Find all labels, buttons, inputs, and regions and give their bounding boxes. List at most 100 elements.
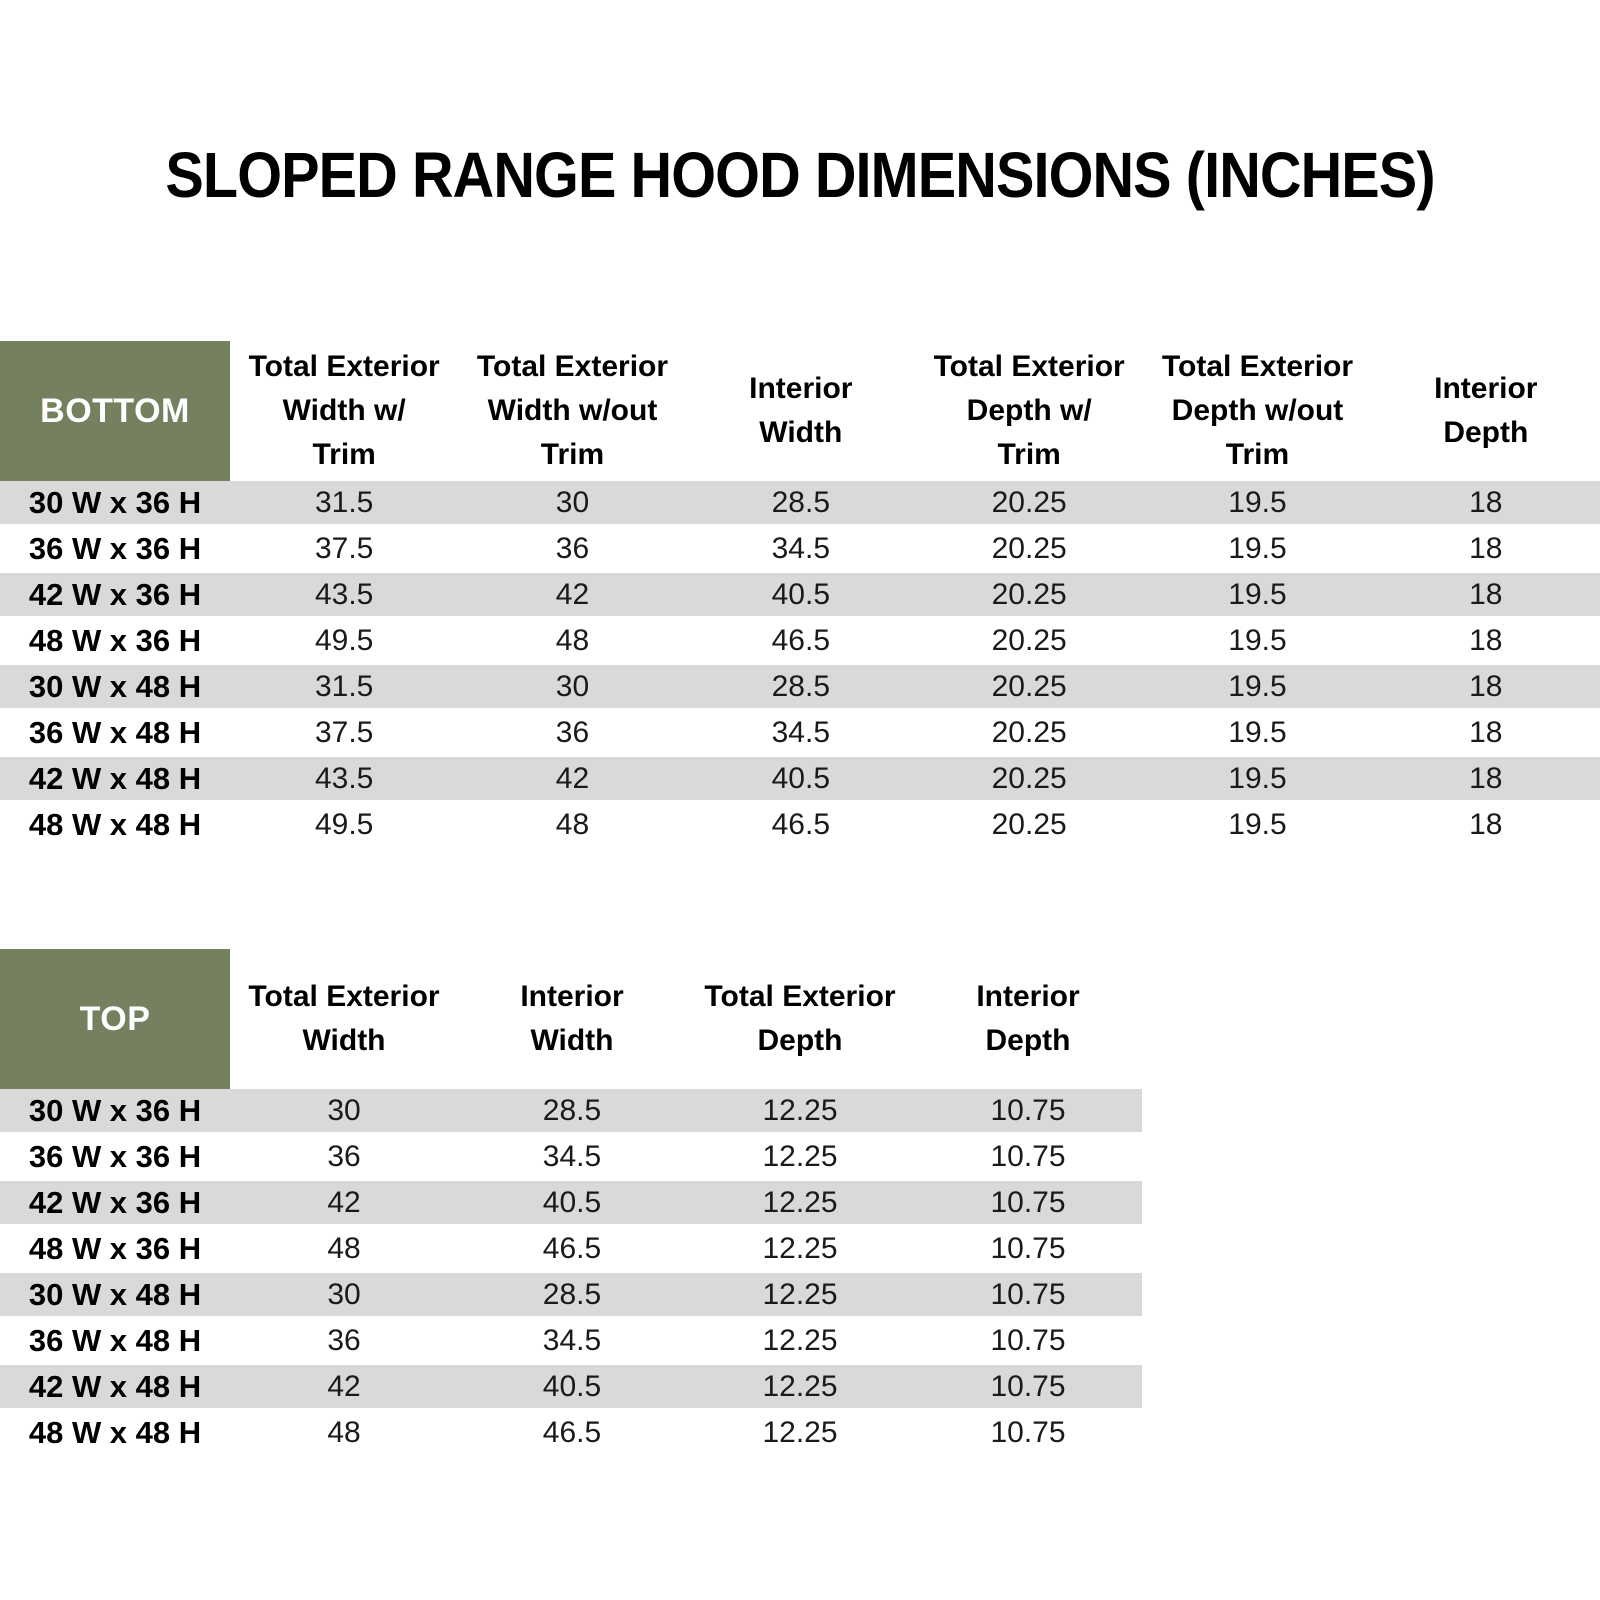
cell-value: 36 bbox=[555, 531, 590, 565]
cell-value: 12.25 bbox=[762, 1369, 838, 1403]
cell-value: 37.5 bbox=[314, 715, 374, 749]
column-header-interior-width: Interior Width bbox=[749, 372, 853, 449]
cell-value: 18 bbox=[1469, 623, 1503, 657]
row-label: 42 W x 48 H bbox=[28, 1368, 202, 1404]
cell-value: 20.25 bbox=[991, 669, 1067, 703]
cell-value: 49.5 bbox=[314, 807, 374, 841]
cell-value: 48 bbox=[555, 807, 590, 841]
cell-value: 12.25 bbox=[762, 1185, 838, 1219]
row-label: 30 W x 36 H bbox=[28, 484, 202, 520]
cell-value: 10.75 bbox=[990, 1185, 1066, 1219]
cell-value: 12.25 bbox=[762, 1139, 838, 1173]
row-label: 48 W x 48 H bbox=[28, 806, 202, 842]
cell-value: 30 bbox=[327, 1277, 361, 1311]
table-row: 30 W x 48 H 31.5 30 28.5 20.25 19.5 18 bbox=[0, 665, 1600, 711]
cell-value: 49.5 bbox=[314, 623, 374, 657]
cell-value: 30 bbox=[327, 1093, 361, 1127]
column-header-interior-width: Interior Width bbox=[520, 980, 624, 1057]
cell-value: 19.5 bbox=[1228, 715, 1287, 749]
table-row: 36 W x 48 H 37.5 36 34.5 20.25 19.5 18 bbox=[0, 711, 1600, 757]
column-header-total-exterior-width-w-trim: Total Exterior Width w/ Trim bbox=[248, 350, 440, 471]
cell-value: 10.75 bbox=[990, 1415, 1066, 1449]
cell-value: 12.25 bbox=[762, 1323, 838, 1357]
column-header-interior-depth: Interior Depth bbox=[1434, 372, 1538, 449]
cell-value: 20.25 bbox=[991, 807, 1067, 841]
column-header-interior-depth: Interior Depth bbox=[976, 980, 1080, 1057]
cell-value: 48 bbox=[555, 623, 590, 657]
cell-value: 40.5 bbox=[771, 761, 831, 795]
top-table-header-row: TOP Total Exterior Width Interior Width … bbox=[0, 949, 1142, 1089]
table-row: 42 W x 36 H 43.5 42 40.5 20.25 19.5 18 bbox=[0, 573, 1600, 619]
cell-value: 31.5 bbox=[314, 485, 374, 519]
row-label: 36 W x 36 H bbox=[28, 530, 202, 566]
cell-value: 10.75 bbox=[990, 1093, 1066, 1127]
table-row: 48 W x 36 H 49.5 48 46.5 20.25 19.5 18 bbox=[0, 619, 1600, 665]
cell-value: 28.5 bbox=[771, 669, 831, 703]
table-row: 48 W x 48 H 49.5 48 46.5 20.25 19.5 18 bbox=[0, 803, 1600, 849]
cell-value: 20.25 bbox=[991, 531, 1067, 565]
cell-value: 19.5 bbox=[1228, 761, 1287, 795]
row-label: 30 W x 36 H bbox=[28, 1092, 202, 1128]
column-header-total-exterior-depth-wout-trim: Total Exterior Depth w/out Trim bbox=[1161, 350, 1354, 471]
row-label: 30 W x 48 H bbox=[28, 668, 202, 704]
cell-value: 18 bbox=[1469, 577, 1503, 611]
cell-value: 20.25 bbox=[991, 577, 1067, 611]
cell-value: 48 bbox=[327, 1415, 361, 1449]
cell-value: 12.25 bbox=[762, 1415, 838, 1449]
table-row: 36 W x 36 H 37.5 36 34.5 20.25 19.5 18 bbox=[0, 527, 1600, 573]
table-row: 30 W x 36 H 31.5 30 28.5 20.25 19.5 18 bbox=[0, 481, 1600, 527]
table-row: 42 W x 48 H 43.5 42 40.5 20.25 19.5 18 bbox=[0, 757, 1600, 803]
cell-value: 18 bbox=[1469, 531, 1503, 565]
cell-value: 36 bbox=[327, 1139, 361, 1173]
row-label: 36 W x 48 H bbox=[28, 714, 202, 750]
row-label: 48 W x 36 H bbox=[28, 622, 202, 658]
cell-value: 19.5 bbox=[1228, 623, 1287, 657]
column-header-total-exterior-width: Total Exterior Width bbox=[248, 980, 440, 1057]
cell-value: 10.75 bbox=[990, 1323, 1066, 1357]
column-header-total-exterior-width-wout-trim: Total Exterior Width w/out Trim bbox=[476, 350, 669, 471]
cell-value: 19.5 bbox=[1228, 577, 1287, 611]
cell-value: 28.5 bbox=[542, 1093, 602, 1127]
cell-value: 19.5 bbox=[1228, 669, 1287, 703]
table-row: 30 W x 48 H 30 28.5 12.25 10.75 bbox=[0, 1273, 1142, 1319]
cell-value: 20.25 bbox=[991, 761, 1067, 795]
row-label: 48 W x 36 H bbox=[28, 1230, 202, 1266]
cell-value: 18 bbox=[1469, 669, 1503, 703]
cell-value: 30 bbox=[555, 669, 590, 703]
cell-value: 12.25 bbox=[762, 1231, 838, 1265]
cell-value: 43.5 bbox=[314, 577, 374, 611]
cell-value: 28.5 bbox=[771, 485, 831, 519]
cell-value: 10.75 bbox=[990, 1231, 1066, 1265]
cell-value: 30 bbox=[555, 485, 590, 519]
cell-value: 18 bbox=[1469, 807, 1503, 841]
row-label: 42 W x 48 H bbox=[28, 760, 202, 796]
cell-value: 20.25 bbox=[991, 485, 1067, 519]
top-table-title-cell: TOP bbox=[0, 949, 230, 1089]
bottom-dimensions-table: BOTTOM Total Exterior Width w/ Trim Tota… bbox=[0, 341, 1600, 849]
row-label: 36 W x 36 H bbox=[28, 1138, 202, 1174]
cell-value: 46.5 bbox=[542, 1415, 602, 1449]
cell-value: 12.25 bbox=[762, 1093, 838, 1127]
column-header-total-exterior-depth: Total Exterior Depth bbox=[704, 980, 896, 1057]
cell-value: 42 bbox=[555, 761, 590, 795]
row-label: 42 W x 36 H bbox=[28, 576, 202, 612]
cell-value: 20.25 bbox=[991, 715, 1067, 749]
cell-value: 34.5 bbox=[771, 715, 831, 749]
table-row: 42 W x 48 H 42 40.5 12.25 10.75 bbox=[0, 1365, 1142, 1411]
cell-value: 36 bbox=[555, 715, 590, 749]
cell-value: 42 bbox=[327, 1185, 361, 1219]
column-header-total-exterior-depth-w-trim: Total Exterior Depth w/ Trim bbox=[933, 350, 1125, 471]
cell-value: 42 bbox=[555, 577, 590, 611]
cell-value: 18 bbox=[1469, 715, 1503, 749]
cell-value: 48 bbox=[327, 1231, 361, 1265]
cell-value: 10.75 bbox=[990, 1277, 1066, 1311]
table-row: 36 W x 48 H 36 34.5 12.25 10.75 bbox=[0, 1319, 1142, 1365]
cell-value: 12.25 bbox=[762, 1277, 838, 1311]
cell-value: 34.5 bbox=[771, 531, 831, 565]
cell-value: 28.5 bbox=[542, 1277, 602, 1311]
cell-value: 37.5 bbox=[314, 531, 374, 565]
table-row: 48 W x 48 H 48 46.5 12.25 10.75 bbox=[0, 1411, 1142, 1457]
cell-value: 19.5 bbox=[1228, 485, 1287, 519]
cell-value: 34.5 bbox=[542, 1139, 602, 1173]
table-row: 42 W x 36 H 42 40.5 12.25 10.75 bbox=[0, 1181, 1142, 1227]
